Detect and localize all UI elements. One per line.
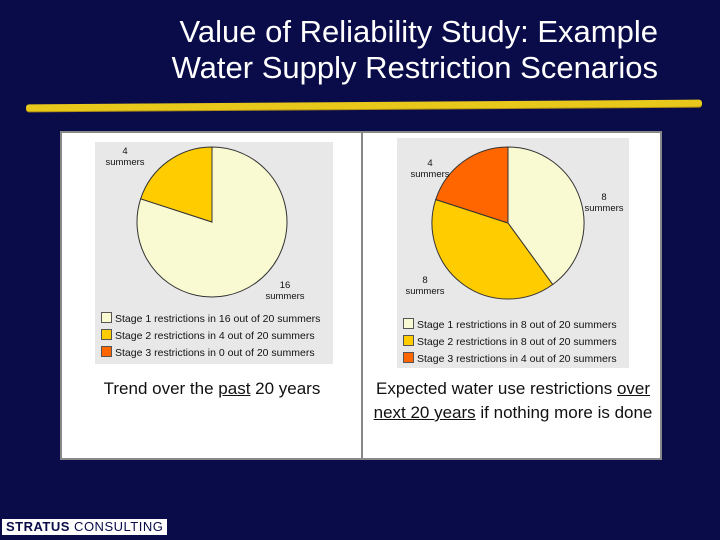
caption-emphasis: over next 20 years: [373, 379, 651, 422]
pie-data-label: summers: [410, 169, 449, 180]
legend-item: Stage 2 restrictions in 8 out of 20 summ…: [403, 335, 617, 348]
legend-label: Stage 1 restrictions in 8 out of 20 summ…: [417, 319, 617, 331]
logo-light: CONSULTING: [69, 519, 164, 534]
legend-label: Stage 3 restrictions in 0 out of 20 summ…: [115, 347, 315, 359]
pie-data-label: summers: [405, 286, 444, 297]
title-underline-bar: [26, 99, 702, 112]
pie-slice: [431, 198, 554, 300]
caption-text: if nothing more is done: [475, 403, 653, 422]
pie-slice: [507, 146, 585, 286]
legend-label: Stage 3 restrictions in 4 out of 20 summ…: [417, 353, 617, 365]
pie-slice: [435, 146, 509, 224]
pie-data-label: summers: [265, 291, 304, 302]
pie-data-label: summers: [105, 157, 144, 168]
pie-chart-future: 8 summers 8 summers 4 summers Stage 1 restric…: [397, 138, 629, 368]
charts-panel: 16 summers 4 summers Stage 1 restrictions i…: [60, 131, 662, 460]
legend-label: Stage 2 restrictions in 4 out of 20 summ…: [115, 330, 315, 342]
pie-data-label: 4: [122, 146, 127, 157]
slide-title: Value of Reliability Study: Example Wate…: [38, 14, 658, 86]
legend-item: Stage 3 restrictions in 4 out of 20 summ…: [403, 352, 617, 365]
legend-item: Stage 1 restrictions in 16 out of 20 sum…: [101, 312, 320, 325]
company-logo: STRATUS CONSULTING: [2, 519, 168, 535]
pie-slice: [140, 146, 213, 223]
caption-past: Trend over the past 20 years: [72, 377, 352, 401]
legend-swatch: [403, 318, 414, 329]
legend-swatch: [403, 335, 414, 346]
pie-data-label: 8: [422, 275, 427, 286]
legend-swatch: [101, 312, 112, 323]
pie-chart-past: 16 summers 4 summers Stage 1 restrictions i…: [95, 142, 333, 364]
caption-emphasis: past: [218, 379, 251, 398]
legend-swatch: [403, 352, 414, 363]
logo-bold: STRATUS: [6, 519, 70, 534]
legend-label: Stage 1 restrictions in 16 out of 20 sum…: [115, 313, 321, 325]
caption-text: 20 years: [250, 379, 321, 398]
pie-data-label: 8: [601, 192, 606, 203]
legend-swatch: [101, 329, 112, 340]
panel-divider: [361, 133, 363, 458]
caption-future: Expected water use restrictions over nex…: [366, 377, 660, 425]
pie-data-label: summers: [584, 203, 623, 214]
legend-swatch: [101, 346, 112, 357]
caption-text: Trend over the: [103, 379, 219, 398]
legend-item: Stage 2 restrictions in 4 out of 20 summ…: [101, 329, 315, 342]
title-line-1: Value of Reliability Study: Example: [179, 14, 658, 49]
caption-text: Expected water use restrictions: [375, 379, 617, 398]
pie-data-label: 4: [427, 158, 432, 169]
legend-item: Stage 3 restrictions in 0 out of 20 summ…: [101, 346, 315, 359]
legend-item: Stage 1 restrictions in 8 out of 20 summ…: [403, 318, 617, 331]
pie-data-label: 16: [280, 280, 291, 291]
legend-label: Stage 2 restrictions in 8 out of 20 summ…: [417, 336, 617, 348]
title-line-2: Water Supply Restriction Scenarios: [171, 50, 658, 85]
